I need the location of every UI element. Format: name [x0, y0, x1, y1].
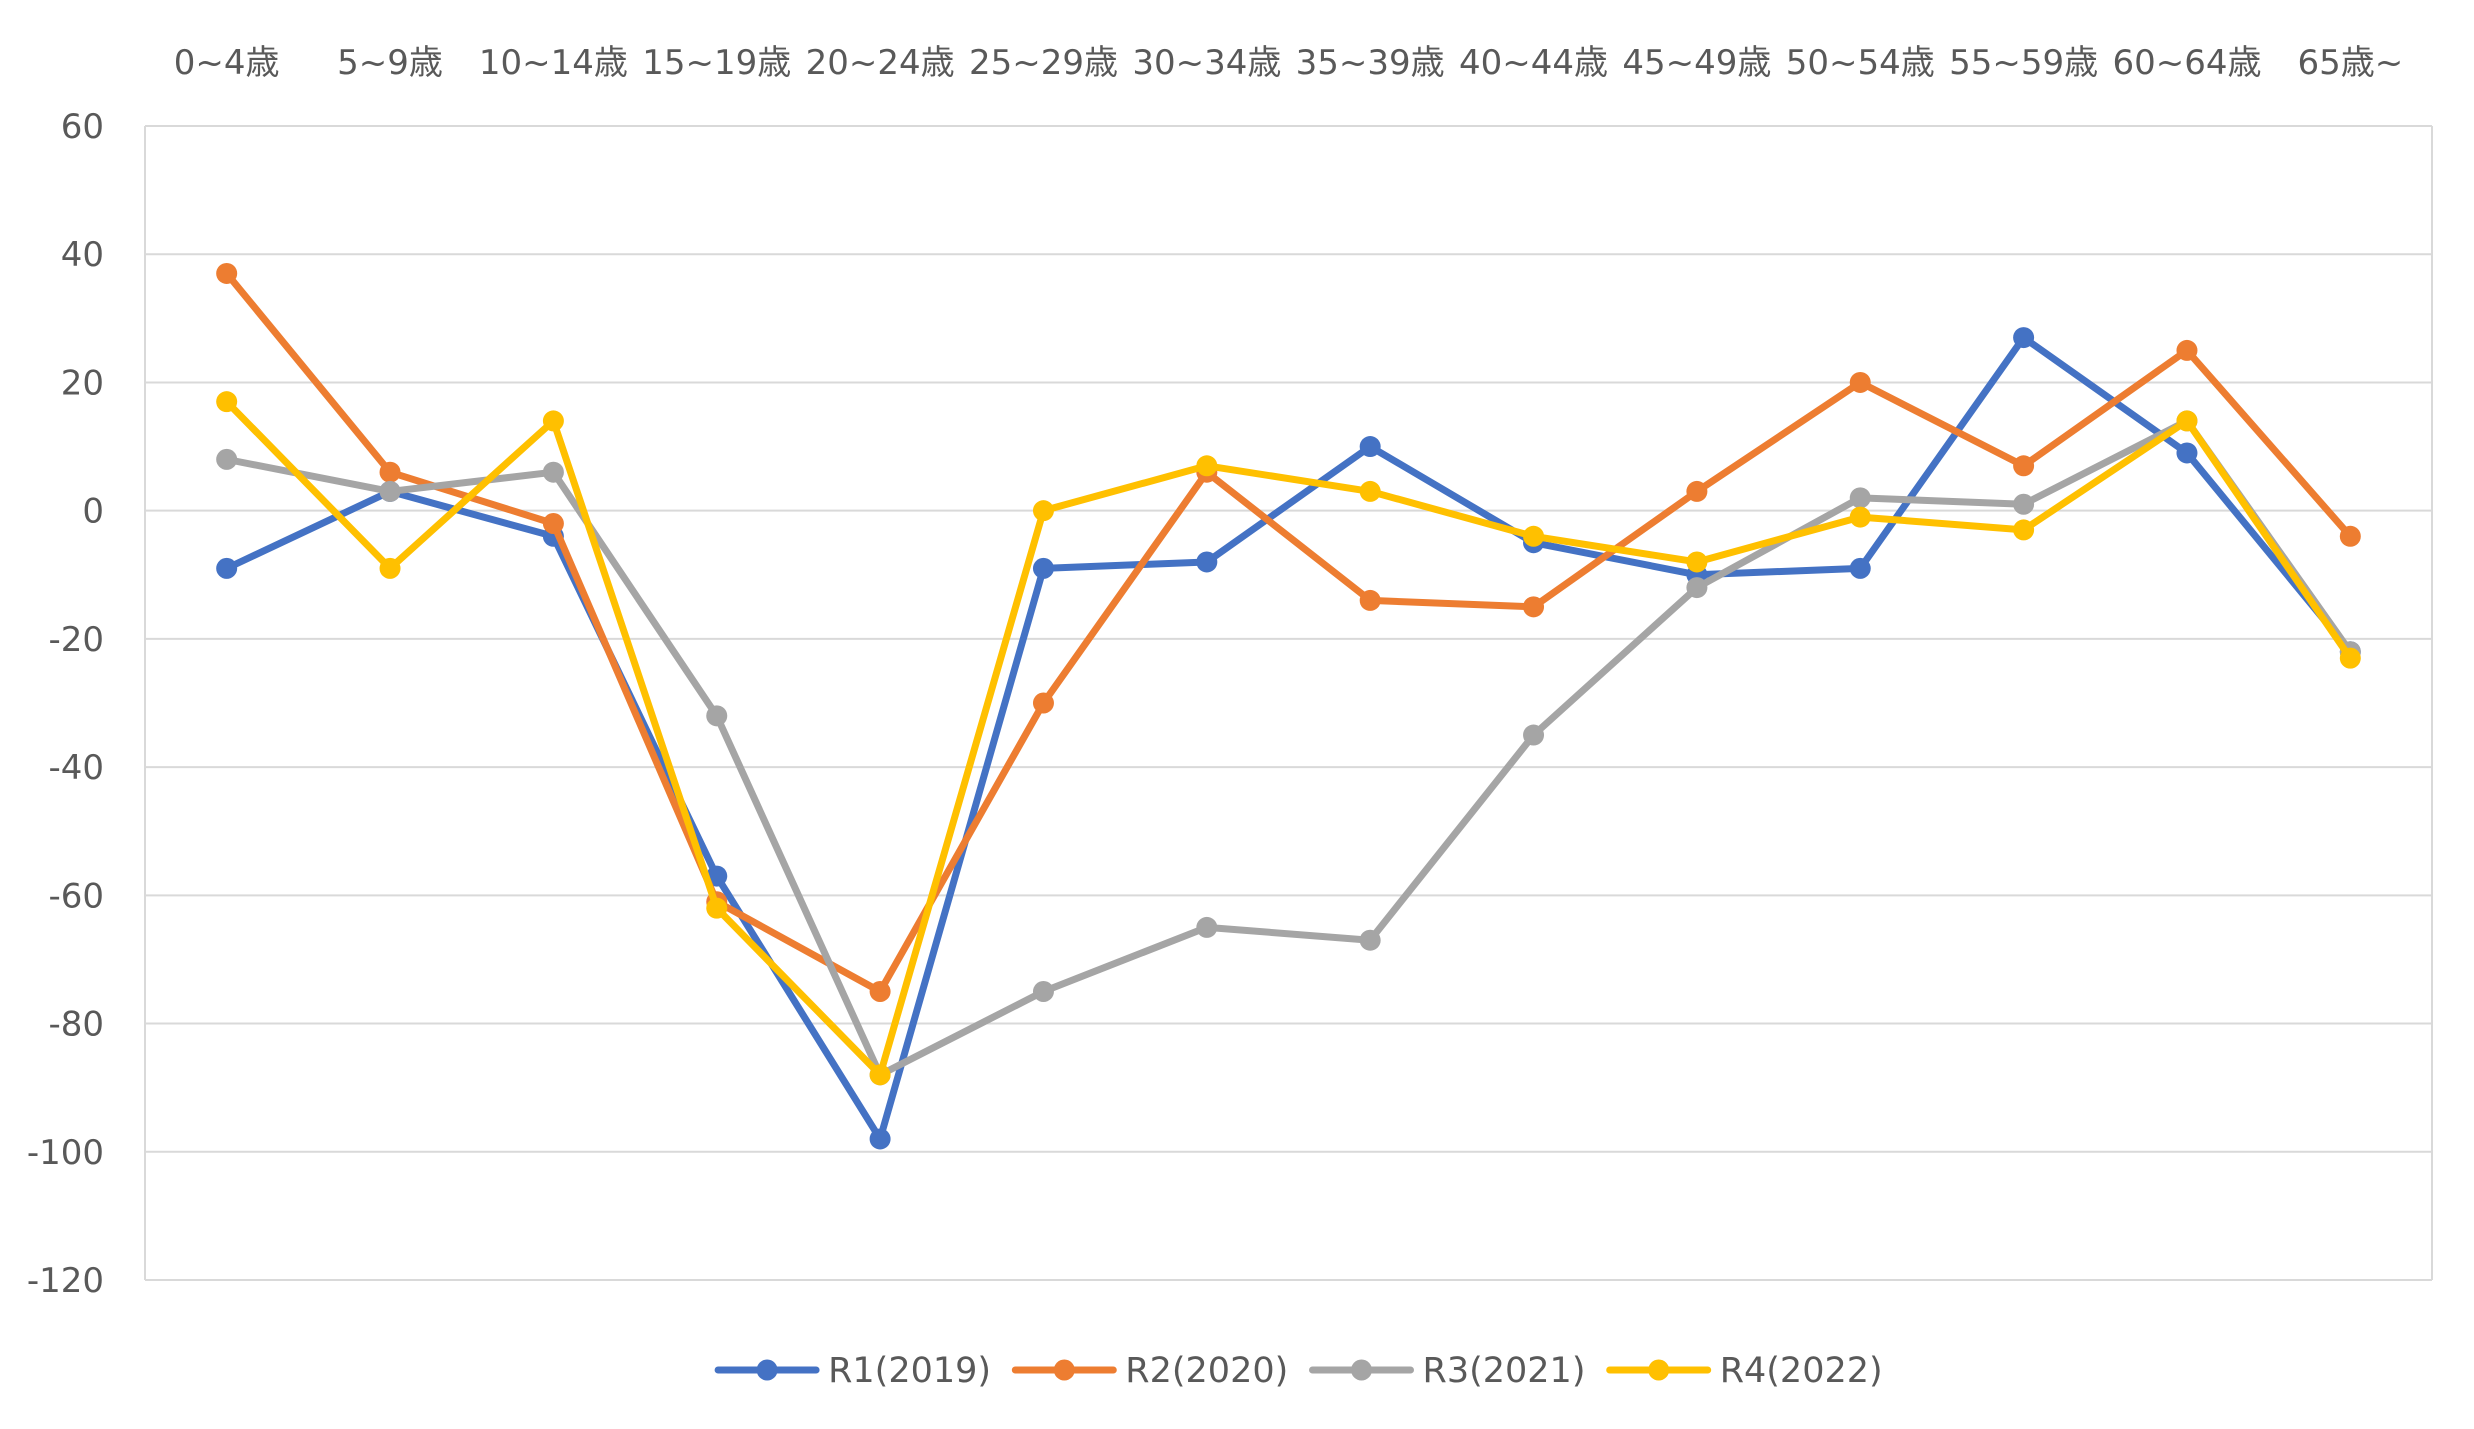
series-1 — [216, 327, 2361, 1150]
data-point — [1686, 551, 1708, 573]
y-tick-label: -120 — [27, 1261, 104, 1301]
legend-label: R2(2020) — [1125, 1351, 1288, 1391]
data-point — [2013, 327, 2035, 349]
data-point — [1849, 557, 1871, 579]
data-point — [216, 391, 238, 413]
x-tick-label: 40~44歳 — [1459, 43, 1608, 83]
data-point — [1523, 596, 1545, 618]
data-point — [2013, 455, 2035, 477]
y-tick-label: -60 — [48, 876, 104, 916]
data-point — [542, 461, 564, 483]
data-point — [1196, 916, 1218, 938]
legend-swatch-marker — [1351, 1359, 1372, 1381]
data-point — [542, 410, 564, 432]
data-point — [2176, 410, 2198, 432]
y-tick-label: -80 — [48, 1005, 104, 1045]
data-point — [1849, 506, 1871, 528]
x-tick-label: 60~64歳 — [2112, 43, 2261, 83]
legend-swatch-marker — [756, 1359, 778, 1381]
legend-item: R4(2022) — [1606, 1351, 1883, 1391]
data-point — [869, 1064, 891, 1086]
series-line — [223, 269, 2354, 995]
x-tick-label: 30~34歳 — [1132, 43, 1281, 83]
x-tick-label: 35~39歳 — [1296, 43, 1445, 83]
legend-label: R4(2022) — [1720, 1351, 1883, 1391]
data-point — [379, 461, 401, 483]
y-axis-tick-labels: 60 40 20 0 -20 -40 -60 -80 -100 -120 — [27, 107, 104, 1301]
y-tick-label: -40 — [48, 748, 104, 788]
data-point — [542, 512, 564, 534]
data-point — [706, 705, 728, 727]
legend-label: R3(2021) — [1423, 1351, 1586, 1391]
data-point — [1849, 487, 1871, 509]
data-point — [1196, 551, 1218, 573]
legend-swatch-marker — [1053, 1359, 1075, 1381]
data-point — [2339, 647, 2361, 669]
series-4 — [216, 391, 2361, 1086]
data-point — [1359, 480, 1381, 502]
data-point — [1849, 371, 1871, 393]
series-line — [223, 398, 2354, 1079]
y-tick-label: 60 — [61, 107, 104, 147]
data-point — [1359, 589, 1381, 611]
legend-label: R1(2019) — [828, 1351, 991, 1391]
y-tick-label: 20 — [61, 363, 104, 403]
data-point — [1523, 724, 1545, 746]
data-point — [2339, 525, 2361, 547]
y-tick-label: -100 — [27, 1133, 104, 1173]
gridlines — [144, 125, 2433, 1281]
legend-item: R2(2020) — [1011, 1351, 1288, 1391]
data-point — [1032, 692, 1054, 714]
y-tick-label: 40 — [61, 235, 104, 275]
legend-item: R1(2019) — [714, 1351, 991, 1391]
data-point — [1523, 525, 1545, 547]
y-tick-label: -20 — [48, 620, 104, 660]
x-tick-label: 55~59歳 — [1949, 43, 2098, 83]
data-point — [2176, 442, 2198, 464]
data-point — [2013, 493, 2035, 515]
series-lines — [216, 262, 2361, 1150]
data-point — [1032, 500, 1054, 522]
x-tick-label: 0~4歳 — [174, 43, 280, 83]
x-tick-label: 10~14歳 — [479, 43, 628, 83]
data-point — [1032, 557, 1054, 579]
data-point — [1032, 981, 1054, 1002]
x-axis-tick-labels: 0~4歳 5~9歳 10~14歳 15~19歳 20~24歳 25~29歳 30~34歳 35… — [174, 43, 2403, 83]
data-point — [1686, 577, 1708, 599]
x-tick-label: 45~49歳 — [1622, 43, 1771, 83]
legend: R1(2019) R2(2020) R3(2021) R4(2022) — [714, 1351, 1883, 1391]
data-point — [216, 557, 238, 579]
data-point — [1686, 480, 1708, 502]
data-point — [379, 557, 401, 579]
data-point — [869, 981, 891, 1002]
x-tick-label: 25~29歳 — [969, 43, 1118, 83]
data-point — [1359, 929, 1381, 951]
x-tick-label: 15~19歳 — [642, 43, 791, 83]
data-point — [1196, 455, 1218, 477]
x-tick-label: 65歳~ — [2297, 43, 2403, 83]
y-tick-label: 0 — [82, 492, 104, 532]
x-tick-label: 5~9歳 — [337, 43, 443, 83]
series-2 — [216, 262, 2361, 1002]
x-tick-label: 20~24歳 — [806, 43, 955, 83]
legend-swatch-marker — [1648, 1359, 1670, 1381]
data-point — [2176, 339, 2198, 361]
data-point — [1359, 436, 1381, 458]
data-point — [869, 1128, 891, 1150]
x-tick-label: 50~54歳 — [1786, 43, 1935, 83]
data-point — [216, 448, 238, 470]
data-point — [2013, 519, 2035, 541]
data-point — [706, 897, 728, 919]
data-point — [216, 262, 238, 284]
legend-item: R3(2021) — [1309, 1351, 1586, 1391]
data-point — [379, 480, 401, 502]
